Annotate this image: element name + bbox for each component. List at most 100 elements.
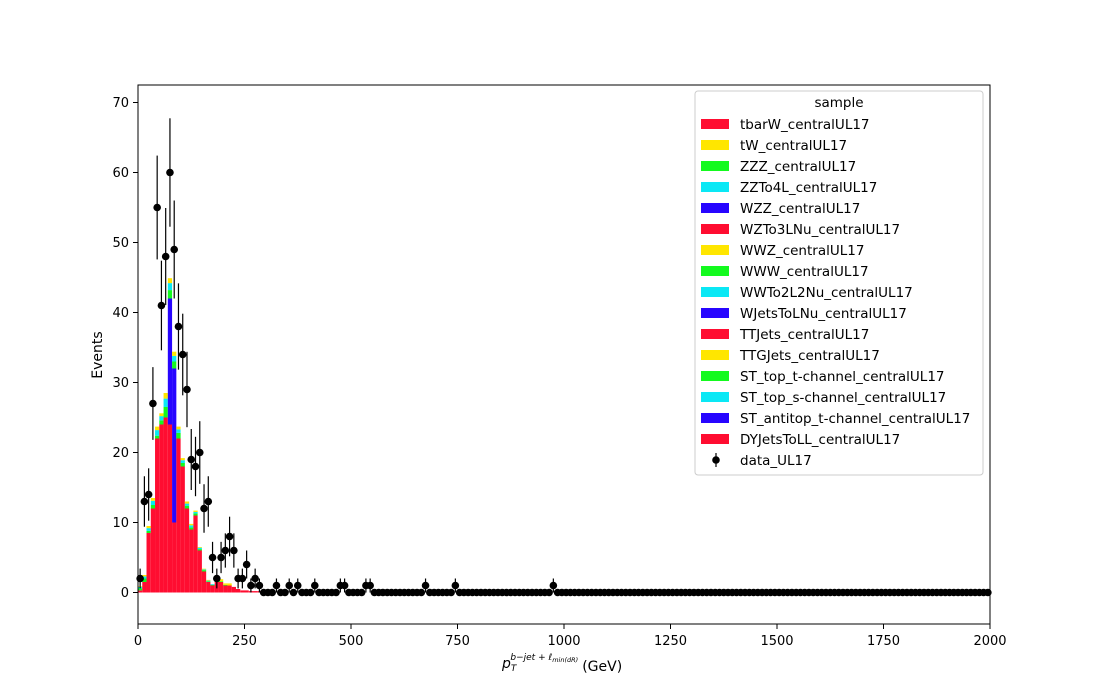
x-tick-label: 0: [134, 634, 142, 649]
stack-bar: [172, 368, 177, 523]
stack-bar: [180, 463, 185, 467]
stack-bar: [163, 398, 168, 407]
stack-bar: [167, 278, 173, 284]
stack-bar: [150, 508, 156, 593]
stack-bar: [223, 585, 228, 593]
stack-bar: [193, 510, 198, 512]
legend-swatch: [701, 140, 729, 150]
data-point: [984, 588, 992, 597]
x-axis: 0 250 500 750 1000 1250 1500 1750 2000: [134, 624, 1007, 649]
data-point: [230, 546, 238, 555]
stack-bar: [244, 590, 249, 593]
stack-bar: [201, 570, 207, 572]
stack-bar: [167, 283, 173, 291]
stack-bar: [172, 522, 177, 593]
data-point: [238, 574, 247, 583]
legend-label: TTGJets_centralUL17: [739, 348, 880, 364]
data-point: [140, 497, 149, 506]
legend-label: WWTo2L2Nu_centralUL17: [740, 285, 913, 301]
data-point: [242, 560, 251, 569]
stack-bar: [189, 527, 194, 530]
stack-bar: [223, 584, 228, 586]
data-point: [310, 581, 319, 590]
data-point: [221, 546, 230, 555]
legend-label: WZTo3LNu_centralUL17: [740, 222, 900, 238]
stack-bar: [163, 407, 168, 418]
data-point: [357, 588, 366, 597]
stack-bar: [184, 505, 190, 509]
stack-bar: [155, 438, 160, 593]
data-point: [174, 322, 183, 331]
x-axis-label-sup-sub: min(dR): [552, 656, 578, 664]
data-point: [153, 203, 161, 212]
stack-bar: [155, 435, 160, 439]
legend-swatch: [701, 329, 729, 339]
stack-bar: [150, 500, 156, 505]
stack-bar: [142, 582, 147, 593]
x-tick-label: 2000: [973, 634, 1006, 649]
legend-label: WWW_centralUL17: [740, 264, 869, 280]
data-point: [136, 574, 144, 583]
stack-bar: [163, 417, 168, 593]
data-point: [272, 581, 281, 590]
stack-bar: [155, 430, 160, 436]
data-point: [451, 581, 460, 590]
legend-swatch: [701, 434, 729, 444]
legend-label: DYJetsToLL_centralUL17: [740, 432, 900, 448]
y-tick-label: 30: [112, 376, 129, 391]
legend-swatch: [701, 266, 729, 276]
x-tick-label: 1750: [867, 634, 900, 649]
data-point: [285, 581, 294, 590]
legend-frame: [694, 90, 984, 476]
x-tick-label: 1000: [547, 634, 580, 649]
y-tick-label: 20: [112, 446, 129, 461]
stack-bar: [167, 424, 173, 593]
stack-bar: [159, 413, 164, 417]
stack-bar: [218, 582, 224, 593]
data-point: [195, 448, 204, 457]
stack-bar: [142, 575, 147, 577]
data-point: [157, 301, 166, 310]
stack-bar: [193, 512, 198, 514]
stack-bar: [176, 426, 181, 430]
stack-bar: [176, 429, 181, 433]
stack-bar: [197, 547, 202, 550]
stack-bar: [206, 581, 211, 582]
stack-bar: [159, 416, 164, 421]
data-point: [417, 588, 426, 597]
stack-bar: [235, 589, 241, 593]
legend-entries: tbarW_centralUL17 tW_centralUL17 ZZZ_centr…: [701, 117, 970, 469]
legend-label: data_UL17: [740, 453, 812, 469]
data-point: [144, 490, 153, 499]
data-point: [200, 504, 208, 513]
stack-bar: [218, 579, 224, 582]
data-point: [545, 588, 553, 597]
stack-bar: [210, 584, 215, 586]
stack-bar: [146, 530, 151, 533]
stack-bar: [150, 498, 156, 501]
stack-bar: [184, 508, 190, 593]
stack-bar: [197, 550, 202, 593]
data-point: [204, 497, 213, 506]
data-point: [170, 245, 179, 254]
data-point: [183, 385, 191, 394]
data-point: [225, 532, 234, 541]
y-tick-label: 10: [112, 516, 129, 531]
stack-bar: [201, 571, 207, 593]
stack-bar: [218, 581, 224, 582]
x-axis-label-sup: b−jet + ℓ: [510, 653, 552, 663]
y-tick-label: 40: [112, 306, 129, 321]
x-axis-label: pTb−jet + ℓmin(dR) (GeV): [501, 653, 622, 675]
data-point: [178, 350, 187, 359]
legend-swatch: [701, 245, 729, 255]
x-axis-label-symbol: p: [501, 656, 511, 672]
legend-label: ZZTo4L_centralUL17: [740, 180, 877, 196]
legend-label: WWZ_centralUL17: [740, 243, 864, 259]
legend-swatch: [701, 392, 729, 402]
legend-swatch: [701, 308, 729, 318]
data-point: [213, 574, 221, 583]
data-point: [255, 581, 264, 590]
data-point: [289, 588, 298, 597]
stack-bar: [231, 586, 236, 593]
